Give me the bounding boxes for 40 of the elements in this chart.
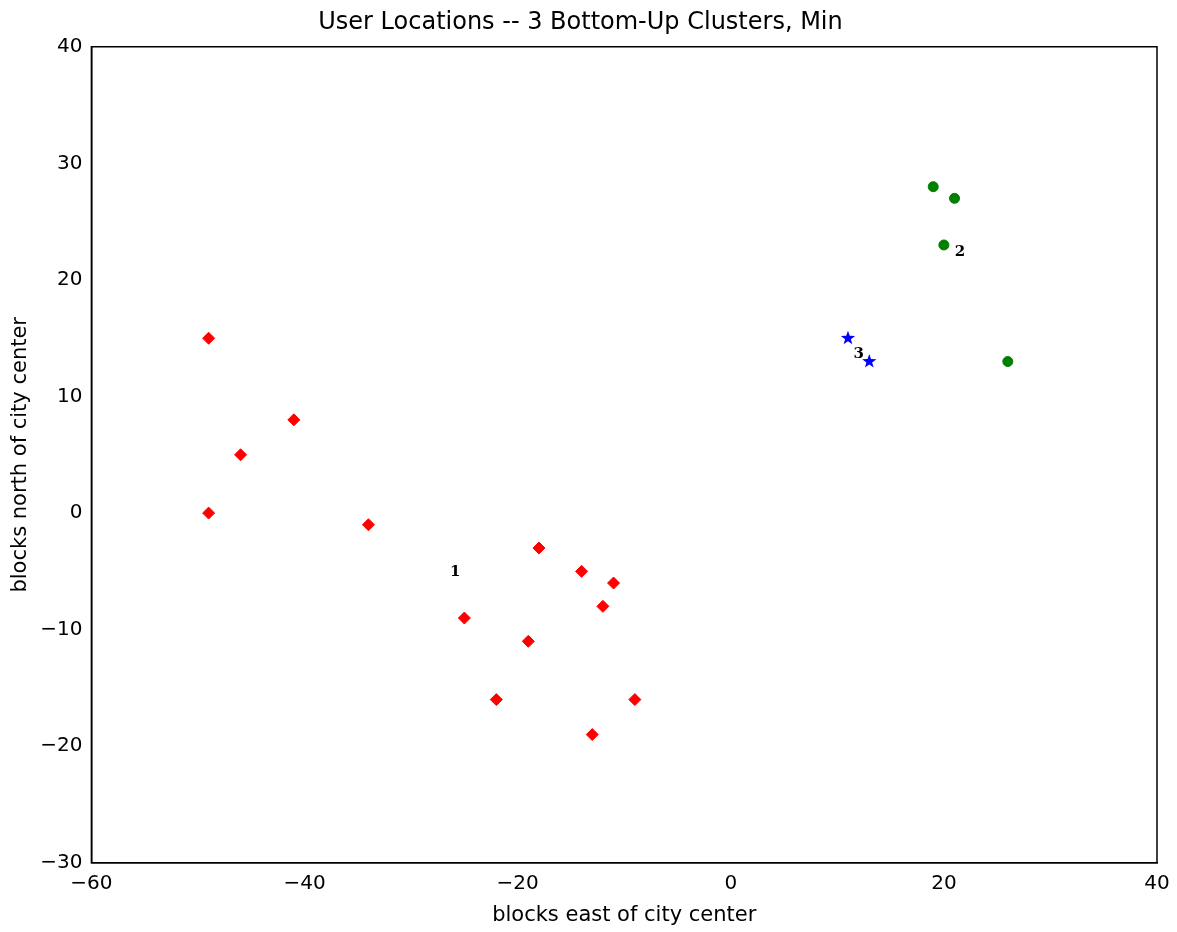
point bbox=[949, 192, 961, 204]
chart-title: User Locations -- 3 Bottom-Up Clusters, Min bbox=[318, 6, 843, 35]
x-tick-label: 0 bbox=[724, 870, 738, 894]
point bbox=[361, 518, 375, 532]
point bbox=[234, 448, 248, 462]
point bbox=[607, 576, 621, 590]
y-tick-label: 10 bbox=[56, 382, 83, 407]
point bbox=[840, 330, 856, 345]
point bbox=[575, 564, 589, 578]
y-tick-label: 40 bbox=[56, 33, 83, 57]
point bbox=[532, 541, 546, 555]
x-tick-label: −20 bbox=[496, 870, 539, 894]
x-tick-label: 40 bbox=[1144, 870, 1170, 894]
x-tick-label: −40 bbox=[283, 870, 326, 894]
point bbox=[628, 693, 642, 707]
y-tick-label: 30 bbox=[56, 149, 83, 174]
point bbox=[202, 331, 216, 345]
point bbox=[287, 413, 301, 427]
point bbox=[938, 239, 950, 251]
x-axis-title: blocks east of city center bbox=[492, 901, 757, 926]
annotation: 3 bbox=[853, 343, 864, 362]
point bbox=[521, 634, 535, 648]
y-tick-label: 20 bbox=[56, 266, 83, 291]
point bbox=[862, 354, 877, 368]
y-tick-label: −10 bbox=[40, 615, 83, 640]
y-tick-label: 0 bbox=[69, 499, 83, 524]
y-axis-title: blocks north of city center bbox=[7, 316, 32, 593]
point bbox=[457, 611, 471, 625]
point bbox=[927, 181, 939, 193]
point bbox=[202, 506, 216, 520]
x-tick-label: −60 bbox=[70, 870, 113, 894]
annotation: 1 bbox=[450, 561, 461, 580]
point bbox=[489, 693, 503, 707]
y-tick-label: −30 bbox=[40, 849, 83, 873]
point bbox=[1002, 356, 1014, 368]
y-tick-label: −20 bbox=[40, 732, 83, 757]
x-tick-label: 20 bbox=[931, 870, 957, 894]
point bbox=[596, 599, 610, 613]
annotation: 2 bbox=[954, 241, 966, 260]
point bbox=[585, 728, 599, 742]
